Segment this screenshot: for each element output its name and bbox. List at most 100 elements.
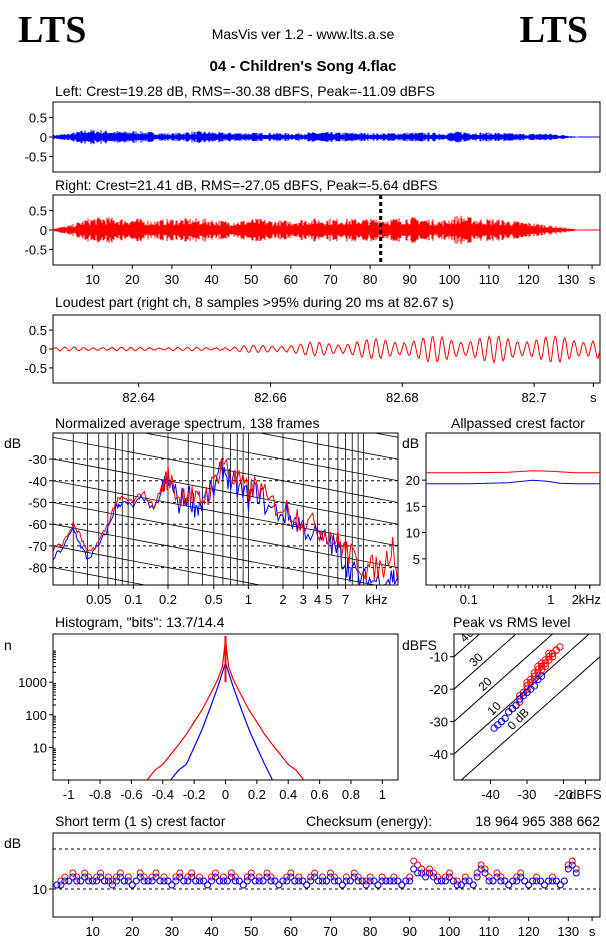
allpassed-crest-title: Allpassed crest factor [451,415,585,431]
x-tick-label: -20 [554,787,573,802]
short-term-point-left [212,873,220,881]
short-term-point-left [326,873,334,881]
short-term-point-left [433,877,441,885]
spectrum-panel: Normalized average spectrum, 138 frames … [4,329,399,607]
short-term-point-left [449,877,457,885]
histogram-series-left [170,660,274,781]
short-term-point-right [354,873,362,881]
short-term-point-right [81,869,89,877]
short-term-point-left [311,873,319,881]
short-term-point-left [342,877,350,885]
short-term-point-left [259,877,267,885]
y-tick-label: 0.5 [29,323,47,338]
x-tick-label: 50 [244,272,258,287]
spectrum-title: Normalized average spectrum, 138 frames [55,415,320,431]
x-tick-label: 0.1 [124,592,142,607]
short-term-point-right [473,869,481,877]
x-tick-label: 130 [557,924,579,939]
short-term-point-left [144,877,152,885]
x-tick-label: -30 [518,787,537,802]
short-term-point-right [247,869,255,877]
y-tick-label: 0.5 [29,111,47,126]
pvr-point-left [530,682,538,690]
x-tick-label: 10 [85,272,99,287]
short-term-point-right [208,873,216,881]
short-term-point-left [164,877,172,885]
short-term-point-right [445,869,453,877]
short-term-point-right [112,873,120,881]
short-term-point-right [342,873,350,881]
short-term-point-left [255,877,263,885]
y-tick-label: 100 [25,708,47,723]
short-term-point-right [124,873,132,881]
short-term-point-left [485,877,493,885]
short-term-point-left [188,873,196,881]
short-term-point-left [223,877,231,885]
spectrum-slope-line [53,502,398,569]
short-term-point-left [469,881,477,889]
short-term-point-right [108,877,116,885]
short-term-point-left [291,877,299,885]
histogram-ylabel: n [4,637,12,653]
short-term-point-right [517,869,525,877]
short-term-point-left [564,865,572,873]
short-term-point-left [453,881,461,889]
short-term-point-right [57,877,65,885]
short-term-point-left [267,877,275,885]
spectrum-plot: -30 -40 -50 -60 -70 -80 0.05 0.1 0.2 0.5 1 2 3 4 5 7 kHz [28,329,399,607]
spectrum-slope-line [53,329,398,394]
short-term-point-left [362,881,370,889]
short-term-point-left [410,865,418,873]
short-term-point-left [473,873,481,881]
short-term-point-right [513,873,521,881]
short-term-point-left [275,881,283,889]
short-term-point-left [394,877,402,885]
short-term-point-right [366,873,374,881]
short-term-point-left [501,877,509,885]
short-term-point-right [362,877,370,885]
short-term-point-right [390,873,398,881]
short-term-crest-ylabel: dB [4,835,21,851]
y-tick-label: 10 [406,526,420,541]
short-term-point-left [338,881,346,889]
track-title: 04 - Children's Song 4.flac [209,58,397,75]
crest-diagonal-label: 30 [466,650,486,670]
short-term-point-right [350,869,358,877]
short-term-point-left [426,869,434,877]
short-term-point-right [73,873,81,881]
x-tick-label: s [589,272,596,287]
x-tick-label: 120 [518,272,540,287]
short-term-point-right [93,873,101,881]
short-term-point-left [208,877,216,885]
y-tick-label: -0.5 [25,149,47,164]
histogram-panel: Histogram, "bits": 13.7/14.4 n 100010010… [4,614,399,802]
y-tick-label: 0 [40,223,47,238]
short-term-point-left [517,873,525,881]
y-tick-label: 20 [406,473,420,488]
short-term-point-left [521,877,529,885]
x-tick-label: 4 [314,592,321,607]
short-term-point-left [497,877,505,885]
short-term-point-left [73,877,81,885]
x-tick-label: -1 [63,787,75,802]
crest-diagonal-label: 10 [485,699,505,719]
short-term-point-left [398,881,406,889]
short-term-point-left [295,877,303,885]
x-tick-label: 110 [479,924,500,939]
x-tick-label: kHz [365,592,387,607]
short-term-point-right [61,873,69,881]
short-term-point-left [227,873,235,881]
short-term-point-left [108,881,116,889]
y-tick-label: 10 [33,882,47,897]
y-tick-label: 0 [40,342,47,357]
short-term-point-right [319,873,327,881]
short-term-point-left [204,881,212,889]
x-tick-label: 10 [85,924,99,939]
short-term-point-right [172,873,180,881]
pvr-point-right [545,656,553,664]
spectrum-ylabel: dB [4,435,21,451]
short-term-point-left [319,877,327,885]
short-term-point-left [406,877,414,885]
